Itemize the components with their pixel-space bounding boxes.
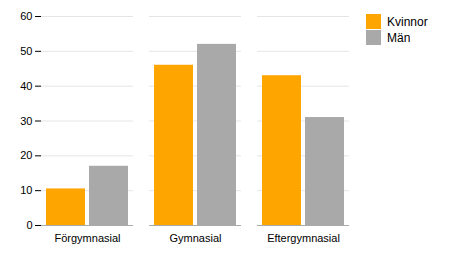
svg-text:Förgymnasial: Förgymnasial: [54, 232, 120, 244]
svg-text:0: 0: [26, 219, 32, 231]
svg-text:20: 20: [20, 149, 32, 161]
svg-text:40: 40: [20, 80, 32, 92]
svg-text:10: 10: [20, 184, 32, 196]
html-text:Män: Män: [387, 30, 411, 45]
svg-text:50: 50: [20, 45, 32, 57]
svg-text:30: 30: [20, 115, 32, 127]
svg-text:Gymnasial: Gymnasial: [170, 232, 222, 244]
svg-text:60: 60: [20, 10, 32, 22]
svg-text:Eftergymnasial: Eftergymnasial: [267, 232, 340, 244]
html-text:Kvinnor: Kvinnor: [387, 14, 428, 29]
